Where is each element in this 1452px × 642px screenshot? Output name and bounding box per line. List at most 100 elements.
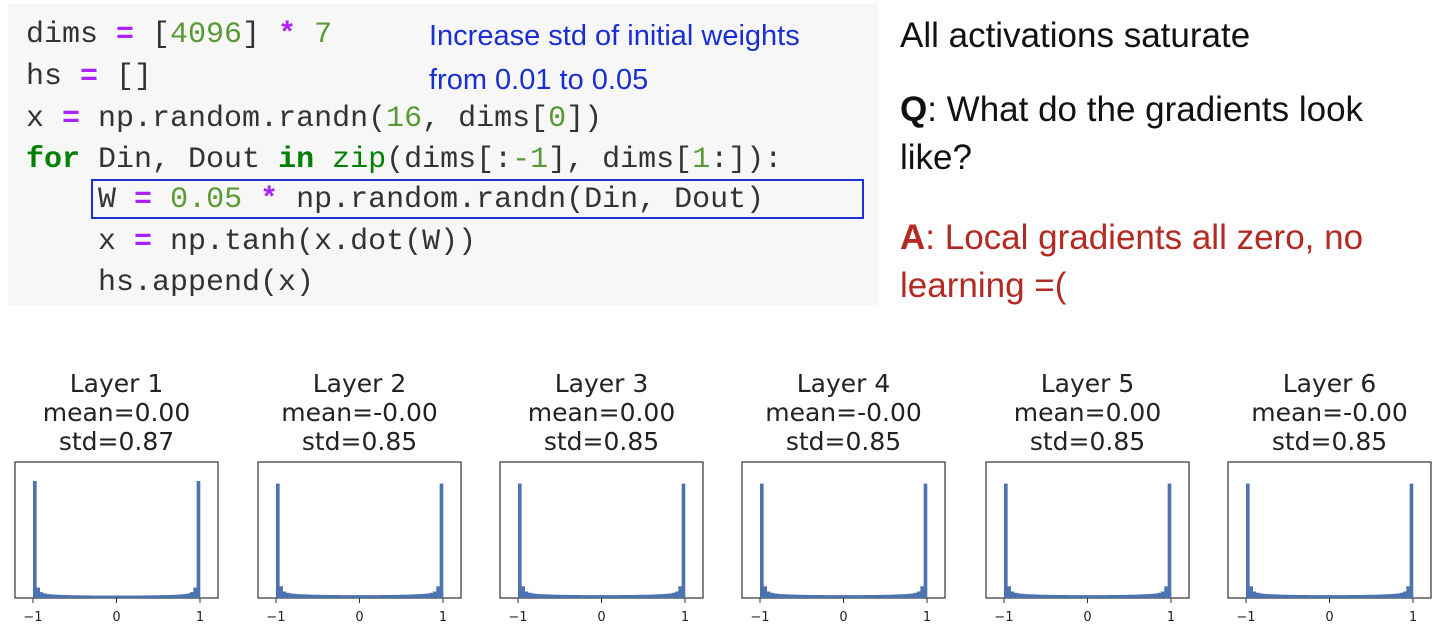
- histogram-bar: [136, 595, 141, 598]
- histogram-bar: [1110, 595, 1115, 598]
- histogram-bar: [286, 592, 290, 598]
- histogram-bar: [299, 594, 304, 598]
- histogram-bar: [896, 594, 901, 598]
- histogram-bar: [1396, 593, 1400, 598]
- code-token: :]):: [710, 143, 783, 177]
- histogram-bar: [83, 595, 87, 598]
- histogram-bar: [581, 595, 586, 598]
- histogram-bar: [93, 595, 97, 598]
- histogram-bar: [1339, 595, 1344, 598]
- x-tick-label: 0: [1325, 610, 1333, 625]
- histogram-bar: [116, 595, 121, 598]
- histogram-bar: [89, 595, 94, 598]
- histogram-bar: [382, 595, 387, 598]
- histogram-bar: [920, 586, 924, 598]
- histogram-bar: [276, 483, 280, 598]
- histogram-bar: [1050, 594, 1055, 598]
- histogram-bar: [644, 594, 649, 598]
- histogram-bar: [1127, 594, 1132, 598]
- histogram-bar: [770, 592, 774, 598]
- histogram-frame: [14, 461, 219, 599]
- histogram-bar: [69, 595, 74, 598]
- code-line-2: hs = []: [26, 59, 152, 95]
- code-token: *: [278, 18, 297, 52]
- x-tick-label: −1: [750, 610, 769, 625]
- histogram-mean-label: mean=-0.00: [281, 398, 438, 427]
- code-token: , dims[: [422, 102, 549, 136]
- histogram-bar: [36, 587, 40, 598]
- histogram-bar: [349, 595, 354, 598]
- histogram-bar: [123, 595, 127, 598]
- histogram-bar: [1167, 483, 1172, 598]
- histogram-bar: [292, 593, 297, 598]
- histogram-bar: [432, 591, 437, 598]
- histogram-bar: [86, 595, 91, 598]
- x-tick-label: 0: [355, 610, 363, 625]
- code-token: np.random.randn(: [80, 102, 387, 136]
- histogram-bar: [1372, 594, 1377, 598]
- code-token: np.tanh(x.dot(W)): [152, 225, 477, 259]
- histogram-bar: [1389, 594, 1394, 598]
- histogram-bar: [1087, 595, 1092, 598]
- histogram-bar: [1130, 594, 1135, 598]
- histogram-bar: [876, 594, 881, 598]
- annotation: Increase std of initial weights from 0.0…: [429, 14, 879, 102]
- histogram-bar: [631, 595, 636, 598]
- histogram-bar: [113, 595, 117, 598]
- histogram-bar: [800, 594, 804, 598]
- histogram-bar: [1134, 594, 1138, 598]
- x-tick-label: 0: [1083, 610, 1091, 625]
- histogram-bar: [541, 594, 546, 598]
- histogram-bar: [1060, 595, 1065, 598]
- code-token: =: [116, 18, 135, 52]
- histogram-bar: [1164, 586, 1168, 598]
- code-line-1: dims = [4096] * 7: [26, 17, 332, 53]
- histogram-bar: [359, 595, 364, 598]
- code-token: 7: [314, 18, 333, 52]
- histogram-bar: [1312, 595, 1317, 598]
- histogram-bar: [1269, 594, 1274, 598]
- histogram-bar: [419, 594, 424, 598]
- histogram-bar: [1326, 595, 1330, 598]
- histogram-bar: [1299, 595, 1304, 598]
- histogram-bar: [279, 586, 283, 598]
- histogram-title: Layer 3: [555, 369, 649, 398]
- histogram-bar: [916, 591, 921, 598]
- histogram-bar: [863, 595, 868, 598]
- histogram-bar: [426, 593, 430, 598]
- histogram-title: Layer 4: [797, 369, 891, 398]
- histogram-bar: [146, 595, 151, 598]
- histogram-bar: [409, 594, 414, 598]
- histogram-bar: [312, 594, 317, 598]
- histogram-bar: [296, 594, 300, 598]
- histogram-std-label: std=0.85: [1030, 427, 1145, 456]
- histogram-bar: [319, 594, 324, 598]
- histogram-bar: [880, 594, 884, 598]
- histogram-title: Layer 6: [1283, 369, 1377, 398]
- code-token: []: [98, 60, 153, 94]
- code-token: hs: [26, 60, 81, 94]
- histogram-bar: [674, 591, 679, 598]
- histogram-bar: [153, 595, 157, 598]
- histogram-bar: [1359, 595, 1364, 598]
- histogram-bar: [149, 595, 154, 598]
- histogram-bar: [1147, 594, 1152, 598]
- histogram-bar: [1094, 595, 1098, 598]
- histogram-bar: [336, 595, 340, 598]
- histogram-bar: [1252, 591, 1257, 598]
- answer-text: A: Local gradients all zero, no learning…: [900, 214, 1440, 310]
- histogram-bar: [900, 594, 904, 598]
- histogram-bar: [416, 594, 420, 598]
- code-token: x: [26, 225, 135, 259]
- question-body: : What do the gradients look like?: [900, 90, 1364, 177]
- histogram-bar: [332, 595, 337, 598]
- histogram-bar: [346, 595, 350, 598]
- histogram-frame: [1227, 461, 1432, 599]
- histogram-bar: [561, 594, 566, 598]
- histogram-bar: [109, 595, 114, 598]
- histogram-bar: [406, 594, 410, 598]
- histogram-bar: [1137, 594, 1142, 598]
- histogram-bar: [524, 591, 529, 598]
- histogram-bar: [439, 483, 444, 598]
- histogram-bar: [671, 592, 676, 598]
